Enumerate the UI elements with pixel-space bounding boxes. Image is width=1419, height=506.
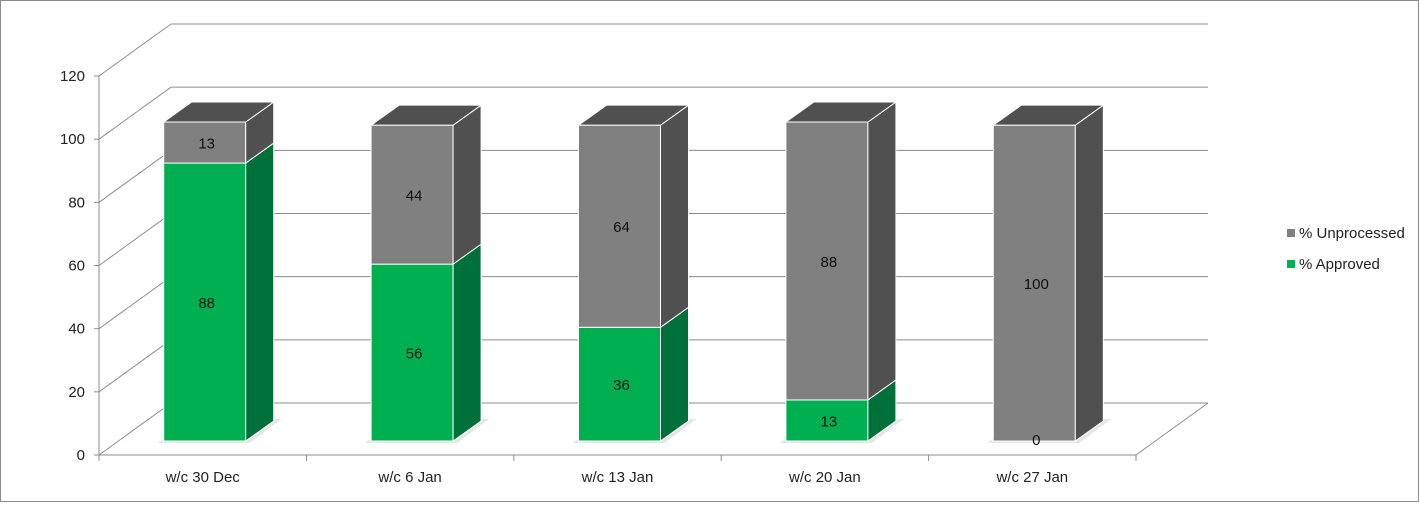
bar-top: [784, 101, 898, 123]
data-label: 64: [613, 219, 630, 236]
x-tick-label: w/c 27 Jan: [995, 469, 1068, 486]
floor-edge: [1135, 402, 1209, 456]
legend-label: % Unprocessed: [1299, 225, 1405, 242]
bar-top: [162, 101, 276, 123]
y-tick-label: 120: [60, 68, 85, 85]
data-label: 13: [198, 136, 215, 153]
legend-swatch: [1287, 229, 1295, 237]
y-tick-label: 0: [77, 447, 85, 464]
bar-side: [245, 142, 275, 442]
data-label: 44: [406, 188, 423, 205]
bar-side: [660, 104, 689, 329]
x-tick-label: w/c 13 Jan: [581, 469, 654, 486]
x-tick-label: w/c 30 Dec: [165, 469, 241, 486]
bar-top: [576, 104, 691, 126]
gridline-side: [98, 276, 172, 330]
bar-front: [785, 121, 869, 401]
gridline-side: [98, 339, 172, 393]
y-tick-label: 80: [68, 194, 85, 211]
y-tick-label: 40: [68, 321, 85, 338]
x-tick-label: w/c 20 Jan: [788, 469, 861, 486]
bar-front: [163, 162, 247, 442]
x-tick-label: w/c 6 Jan: [377, 469, 441, 486]
data-label: 0: [1032, 432, 1040, 449]
bar-top: [991, 104, 1105, 126]
bar-front: [163, 121, 247, 164]
bar-side: [660, 306, 689, 442]
bar-front: [370, 263, 454, 442]
gridline-side: [98, 149, 172, 203]
bar-front: [578, 326, 661, 442]
data-label: 36: [613, 377, 630, 394]
gridline-side: [98, 86, 172, 140]
y-tick-label: 60: [68, 258, 85, 275]
bar-front: [992, 124, 1076, 442]
data-label: 56: [406, 346, 423, 363]
legend-swatch: [1287, 260, 1295, 268]
bar-side: [867, 101, 897, 401]
bar-side: [1074, 104, 1104, 442]
gridline-side: [98, 23, 172, 77]
bar-front: [370, 124, 454, 265]
gridline-side: [98, 213, 172, 266]
data-label: 88: [198, 295, 215, 312]
gridline-side: [98, 402, 172, 456]
y-tick-label: 20: [68, 384, 85, 401]
bar-side: [452, 243, 482, 442]
y-tick-label: 100: [60, 131, 85, 148]
bar-top: [369, 104, 483, 126]
data-label: 13: [821, 413, 838, 430]
bar-side: [452, 104, 482, 266]
legend-label: % Approved: [1299, 256, 1380, 273]
data-label: 100: [1024, 276, 1049, 293]
data-label: 88: [821, 254, 838, 271]
